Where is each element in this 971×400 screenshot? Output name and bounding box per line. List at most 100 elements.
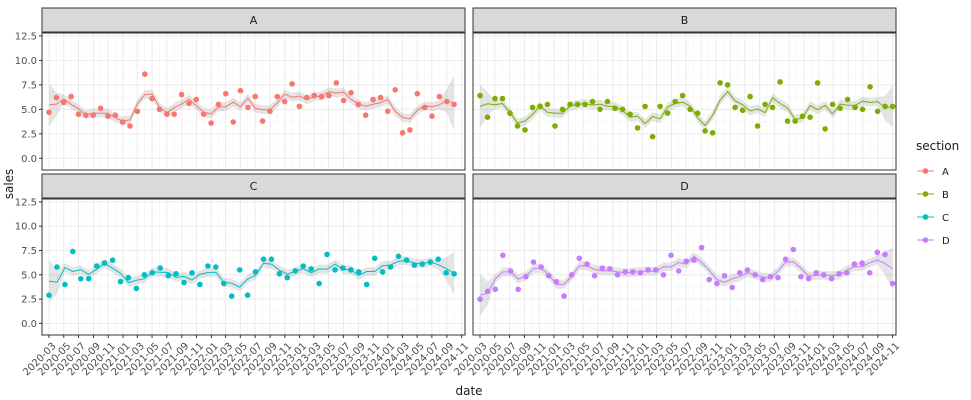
data-point-D	[790, 246, 797, 253]
data-point-B	[777, 79, 783, 85]
data-point-D	[591, 272, 598, 279]
data-point-C	[141, 272, 148, 278]
legend-label-B: B	[942, 190, 949, 201]
data-point-A	[149, 95, 155, 102]
data-point-C	[451, 271, 457, 277]
data-point-B	[709, 130, 716, 136]
data-point-A	[178, 91, 185, 98]
data-point-A	[97, 105, 104, 112]
data-point-D	[668, 252, 674, 259]
y-tick-label: 7.5	[21, 80, 37, 91]
data-point-C	[443, 270, 450, 276]
data-point-A	[399, 130, 406, 136]
y-tick-label: 12.5	[15, 197, 37, 208]
data-point-B	[484, 114, 491, 120]
data-point-C	[117, 278, 124, 285]
legend: section A B C D	[916, 139, 959, 247]
data-point-D	[828, 275, 835, 282]
data-point-B	[874, 108, 881, 115]
data-point-B	[574, 101, 581, 108]
data-point-D	[584, 261, 590, 267]
facet-strip-C	[41, 173, 466, 199]
data-point-A	[237, 87, 244, 94]
data-point-B	[837, 105, 843, 112]
data-point-C	[236, 267, 243, 273]
data-point-B	[552, 123, 558, 129]
data-point-A	[267, 108, 273, 115]
data-point-B	[807, 114, 813, 120]
data-point-B	[649, 133, 656, 140]
data-point-A	[83, 112, 89, 118]
data-point-C	[427, 259, 434, 265]
data-point-D	[882, 251, 888, 258]
data-point-C	[435, 256, 442, 263]
legend-key-point-C	[922, 214, 929, 220]
data-point-B	[762, 101, 768, 108]
data-point-A	[223, 90, 229, 97]
data-point-D	[523, 273, 529, 280]
smooth-line-B	[479, 90, 893, 127]
data-point-C	[292, 268, 299, 274]
data-point-A	[208, 120, 214, 126]
panel-background-A	[42, 33, 465, 170]
data-point-A	[127, 123, 133, 129]
data-point-D	[500, 252, 506, 259]
facet-strip-D	[472, 173, 897, 199]
data-point-B	[642, 103, 648, 110]
x-axis-title: date	[455, 384, 482, 398]
data-point-A	[171, 111, 177, 117]
data-point-D	[874, 249, 881, 256]
data-point-D	[645, 267, 651, 273]
data-point-A	[421, 104, 428, 111]
data-point-B	[537, 103, 543, 110]
data-point-D	[507, 268, 514, 274]
legend-label-C: C	[942, 213, 949, 224]
legend-label-D: D	[942, 236, 950, 247]
data-point-A	[200, 111, 207, 117]
data-point-D	[706, 276, 712, 283]
data-point-A	[186, 100, 192, 107]
legend-key-point-D	[922, 237, 929, 243]
data-point-D	[782, 256, 789, 263]
data-point-C	[284, 274, 291, 281]
y-tick-label: 5.0	[21, 105, 37, 116]
data-point-B	[619, 106, 626, 113]
data-point-D	[515, 286, 521, 293]
data-point-D	[744, 267, 751, 273]
data-point-D	[737, 270, 743, 276]
data-point-C	[93, 263, 100, 269]
data-point-B	[732, 104, 738, 111]
data-point-B	[672, 98, 678, 105]
data-point-A	[436, 93, 443, 100]
data-point-A	[105, 113, 111, 119]
data-point-B	[492, 95, 498, 102]
data-point-D	[821, 272, 827, 278]
data-point-C	[316, 280, 322, 287]
data-point-B	[627, 111, 633, 117]
data-point-B	[882, 103, 888, 110]
data-point-D	[813, 270, 819, 276]
data-point-C	[324, 251, 330, 258]
data-point-B	[769, 104, 776, 111]
data-point-D	[752, 272, 758, 278]
data-point-C	[157, 265, 163, 271]
data-point-C	[419, 261, 426, 267]
data-point-C	[348, 267, 354, 273]
y-tick-label: 2.5	[21, 295, 37, 306]
data-point-B	[867, 84, 873, 90]
data-point-B	[664, 110, 671, 116]
data-point-B	[582, 101, 588, 108]
data-point-B	[844, 96, 851, 103]
data-point-C	[221, 280, 227, 287]
data-point-D	[553, 278, 560, 285]
facet-strip-A	[41, 7, 466, 33]
data-point-D	[889, 280, 896, 287]
data-point-B	[754, 123, 761, 129]
data-point-D	[538, 264, 544, 270]
data-point-B	[829, 101, 836, 108]
data-point-C	[101, 260, 108, 266]
data-point-C	[189, 270, 195, 276]
data-point-A	[119, 119, 126, 125]
y-tick-label: 0.0	[21, 319, 37, 330]
